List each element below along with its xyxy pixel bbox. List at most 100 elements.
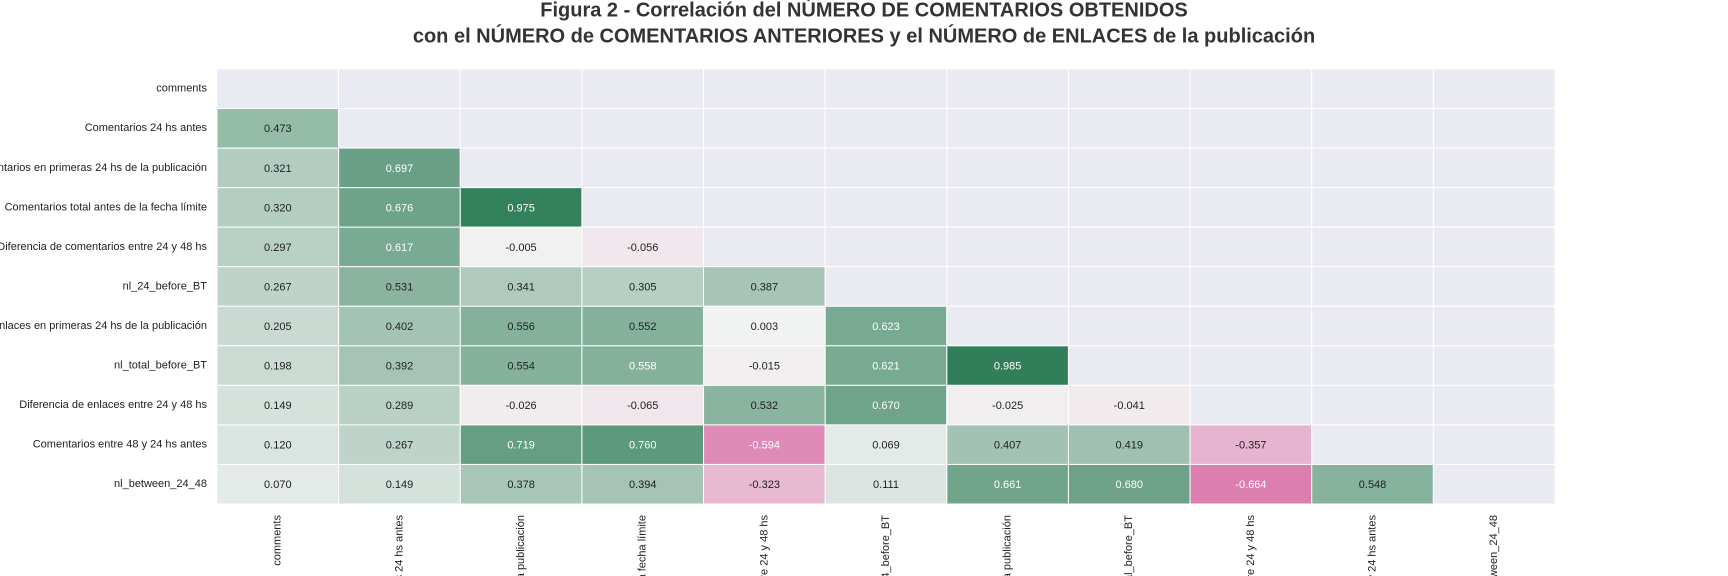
cell-label: 0.205 (264, 321, 292, 333)
masked-cell (1189, 147, 1313, 189)
masked-cell (1311, 147, 1434, 189)
cell-label: -0.025 (992, 400, 1023, 412)
masked-cell (1311, 345, 1434, 386)
cell-label: 0.111 (873, 479, 899, 491)
heatmap-cell (338, 266, 461, 307)
cell-label: 0.069 (872, 440, 900, 452)
masked-cell (1189, 108, 1313, 149)
masked-cell (1189, 226, 1313, 268)
y-tick-label: Comentarios total antes de la fecha lími… (5, 201, 207, 213)
heatmap-cell (581, 226, 705, 268)
cell-label: 0.341 (507, 281, 535, 293)
masked-cell (1432, 147, 1556, 189)
masked-cell (824, 68, 948, 110)
masked-cell (703, 68, 826, 110)
cell-label: 0.378 (507, 479, 535, 491)
heatmap-cell (946, 345, 1069, 386)
cell-label: -0.005 (505, 242, 536, 254)
cell-label: -0.015 (749, 360, 780, 372)
masked-cell (703, 226, 826, 268)
y-tick-label: Comentarios entre 48 y 24 hs antes (33, 439, 208, 451)
cell-label: 0.554 (507, 360, 535, 372)
heatmap-cell (824, 345, 948, 386)
heatmap-cell (703, 463, 826, 505)
cell-label: 0.419 (1116, 440, 1144, 452)
heatmap-cell (824, 424, 948, 465)
y-tick-label: nl_between_24_48 (114, 478, 207, 490)
heatmap-cell (581, 345, 705, 386)
cell-label: 0.003 (751, 321, 779, 333)
masked-cell (824, 266, 948, 307)
cell-label: 0.975 (507, 202, 535, 214)
cell-label: 0.680 (1116, 479, 1144, 491)
heatmap-cell (216, 424, 340, 465)
cell-label: 0.407 (994, 440, 1022, 452)
cell-label: 0.402 (386, 321, 414, 333)
masked-cell (1067, 147, 1191, 189)
cell-label: 0.267 (264, 281, 292, 293)
masked-cell (1311, 424, 1434, 465)
masked-cell (1432, 108, 1556, 149)
cell-label: 0.617 (386, 242, 414, 254)
x-tick-label: Comentarios total antes de la fecha lími… (637, 515, 649, 576)
heatmap-cell (216, 108, 340, 149)
x-tick-label: Comentarios entre 48 y 24 hs antes (1366, 515, 1378, 576)
cell-label: -0.041 (1114, 400, 1145, 412)
chart-title: Figura 2 - Correlación del NÚMERO DE COM… (540, 0, 1187, 21)
heatmap-cell (338, 305, 461, 347)
heatmap-cell (338, 226, 461, 268)
heatmap-cell (824, 305, 948, 347)
x-tick-label: Comentarios en primeras 24 hs de la publ… (515, 515, 527, 576)
heatmap-cell (216, 147, 340, 189)
x-tick-label: nl_between_24_48 (1488, 515, 1500, 576)
cell-label: -0.357 (1235, 440, 1266, 452)
x-tick-label: nl_total_before_BT (1123, 515, 1135, 576)
masked-cell (946, 226, 1069, 268)
cell-label: 0.670 (872, 400, 900, 412)
masked-cell (581, 187, 705, 228)
masked-cell (946, 108, 1069, 149)
masked-cell (1311, 187, 1434, 228)
cell-label: 0.321 (264, 163, 292, 175)
cell-label: 0.661 (994, 479, 1022, 491)
heatmap-cell (581, 266, 705, 307)
masked-cell (1067, 68, 1191, 110)
masked-cell (1311, 108, 1434, 149)
heatmap-cell (581, 463, 705, 505)
masked-cell (581, 68, 705, 110)
masked-cell (1189, 266, 1313, 307)
cell-label: 0.070 (264, 479, 292, 491)
masked-cell (703, 187, 826, 228)
masked-cell (1067, 266, 1191, 307)
cell-label: 0.198 (264, 360, 292, 372)
masked-cell (1067, 305, 1191, 347)
heatmap-cell (1067, 463, 1191, 505)
cell-label: 0.719 (507, 440, 535, 452)
heatmap-cell (216, 305, 340, 347)
masked-cell (1311, 226, 1434, 268)
masked-cell (459, 108, 583, 149)
masked-cell (338, 68, 461, 110)
cell-label: 0.320 (264, 202, 292, 214)
x-tick-label: comments (272, 515, 284, 566)
x-tick-label: nl_24_before_BT (880, 515, 892, 576)
masked-cell (1432, 226, 1556, 268)
cell-label: 0.392 (386, 360, 414, 372)
cell-label: -0.065 (627, 400, 658, 412)
masked-cell (1311, 68, 1434, 110)
heatmap-cell (581, 305, 705, 347)
heatmap-cell (703, 305, 826, 347)
heatmap-cell (946, 424, 1069, 465)
y-tick-label: Diferencia de enlaces entre 24 y 48 hs (19, 399, 207, 411)
heatmap-cell (1067, 384, 1191, 426)
cell-label: 0.289 (386, 400, 414, 412)
masked-cell (338, 108, 461, 149)
cell-label: 0.531 (386, 281, 414, 293)
heatmap-cell (459, 187, 583, 228)
masked-cell (946, 266, 1069, 307)
heatmap-cell (1189, 463, 1313, 505)
masked-cell (1311, 384, 1434, 426)
heatmap-cell (824, 463, 948, 505)
cell-label: 0.623 (872, 321, 900, 333)
